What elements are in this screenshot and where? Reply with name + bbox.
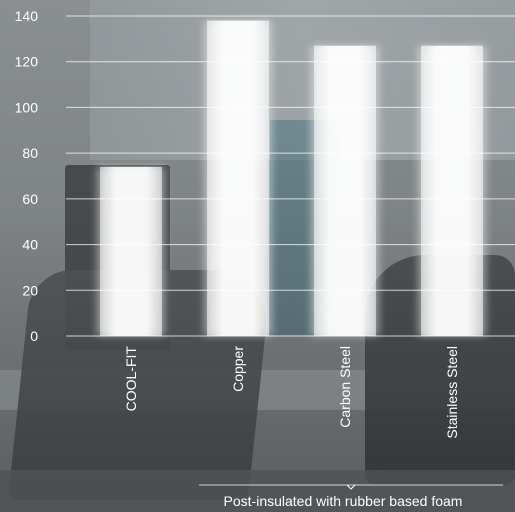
- bar-stainless-steel: [421, 45, 483, 336]
- x-axis-categories: COOL-FIT Copper Carbon Steel Stainless Stee…: [123, 346, 460, 439]
- x-category-label: Stainless Steel: [444, 346, 460, 439]
- annotation-bracket: Post-insulated with rubber based foam: [199, 484, 503, 509]
- y-tick-label: 140: [15, 8, 39, 24]
- y-tick-label: 60: [22, 191, 38, 207]
- bar-copper: [207, 20, 269, 336]
- x-category-label: Carbon Steel: [337, 346, 353, 428]
- bar-cool-fit: [100, 166, 162, 336]
- annotation-label: Post-insulated with rubber based foam: [224, 493, 463, 509]
- annotation-bracket-notch: [346, 484, 356, 490]
- y-axis-ticks: 0 20 40 60 80 100 120 140: [15, 8, 39, 344]
- y-tick-label: 100: [15, 99, 39, 115]
- y-tick-label: 40: [22, 237, 38, 253]
- y-tick-label: 0: [30, 328, 38, 344]
- y-tick-label: 80: [22, 145, 38, 161]
- y-tick-label: 20: [22, 282, 38, 298]
- y-tick-label: 120: [15, 54, 39, 70]
- bars: [97, 20, 486, 336]
- office-floor: [0, 470, 515, 512]
- bar-carbon-steel: [314, 45, 376, 336]
- x-category-label: Copper: [230, 346, 246, 392]
- x-category-label: COOL-FIT: [123, 346, 139, 412]
